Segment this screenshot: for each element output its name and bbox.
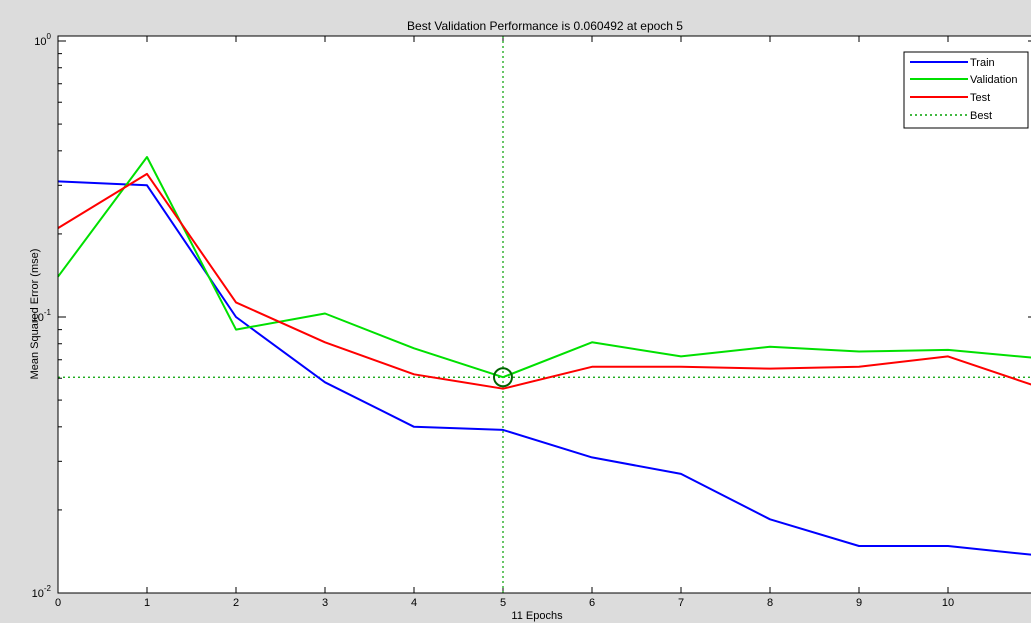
x-tick-label: 10 <box>942 597 954 609</box>
legend: Train Validation Test Best <box>903 51 1029 129</box>
legend-label-test: Test <box>970 92 990 104</box>
x-tick-label: 1 <box>144 597 150 609</box>
best-point-marker <box>493 367 513 388</box>
x-tick-label: 3 <box>322 597 328 609</box>
best-point <box>493 367 513 388</box>
best-marker-lines <box>58 36 1031 593</box>
axes-box <box>57 35 1031 594</box>
x-tick-label: 2 <box>233 597 239 609</box>
x-tick-label: 4 <box>411 597 417 609</box>
x-tick-label: 8 <box>767 597 773 609</box>
tick-labels: 0 1 2 3 4 5 6 7 8 9 10 100 10-1 10-2 <box>32 32 955 609</box>
series-line-test <box>57 172 1031 390</box>
legend-label-train: Train <box>970 57 995 69</box>
data-series <box>57 156 1031 556</box>
legend-label-validation: Validation <box>970 74 1018 86</box>
x-tick-label: 0 <box>55 597 61 609</box>
series-line-validation <box>57 156 1031 379</box>
x-tick-label: 5 <box>500 597 506 609</box>
legend-box <box>903 51 1029 129</box>
axes-background <box>58 36 1031 593</box>
x-axis-label: 11 Epochs <box>511 610 563 622</box>
series-line-train <box>57 180 1031 556</box>
y-tick-label: 100 <box>34 32 51 48</box>
y-tick-label: 10-1 <box>32 308 52 324</box>
y-axis-label: Mean Squared Error (mse) <box>29 249 41 380</box>
x-tick-label: 7 <box>678 597 684 609</box>
y-tick-label: 10-2 <box>32 584 52 600</box>
chart-title: Best Validation Performance is 0.060492 … <box>407 19 683 33</box>
x-tick-label: 6 <box>589 597 595 609</box>
x-tick-label: 9 <box>856 597 862 609</box>
legend-label-best: Best <box>970 110 992 122</box>
